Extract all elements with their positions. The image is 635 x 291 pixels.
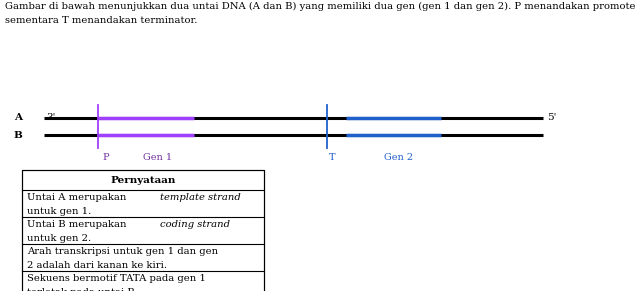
Text: terletak pada untai B.: terletak pada untai B. — [27, 288, 138, 291]
Text: Pernyataan: Pernyataan — [110, 176, 175, 184]
Text: 5': 5' — [547, 113, 557, 122]
Text: untuk gen 1.: untuk gen 1. — [27, 207, 91, 216]
Bar — [22, 170, 264, 291]
Text: P: P — [103, 153, 109, 162]
Text: A: A — [14, 113, 22, 122]
Text: Untai B merupakan: Untai B merupakan — [27, 220, 130, 229]
Text: Arah transkripsi untuk gen 1 dan gen: Arah transkripsi untuk gen 1 dan gen — [27, 247, 218, 256]
Text: untuk gen 2.: untuk gen 2. — [27, 234, 91, 243]
Text: Gambar di bawah menunjukkan dua untai DNA (A dan B) yang memiliki dua gen (gen 1: Gambar di bawah menunjukkan dua untai DN… — [5, 1, 635, 10]
Text: template strand: template strand — [159, 193, 240, 202]
Text: 3': 3' — [46, 113, 56, 122]
Text: Gen 2: Gen 2 — [384, 153, 413, 162]
Bar — [22, 170, 264, 291]
Text: sementara T menandakan terminator.: sementara T menandakan terminator. — [5, 16, 197, 25]
Text: Sekuens bermotif TATA pada gen 1: Sekuens bermotif TATA pada gen 1 — [27, 274, 206, 283]
Text: Untai A merupakan: Untai A merupakan — [27, 193, 130, 202]
Text: 2 adalah dari kanan ke kiri.: 2 adalah dari kanan ke kiri. — [27, 261, 167, 270]
Text: B: B — [13, 131, 22, 140]
Text: Gen 1: Gen 1 — [143, 153, 172, 162]
Text: T: T — [329, 153, 335, 162]
Text: coding strand: coding strand — [160, 220, 230, 229]
